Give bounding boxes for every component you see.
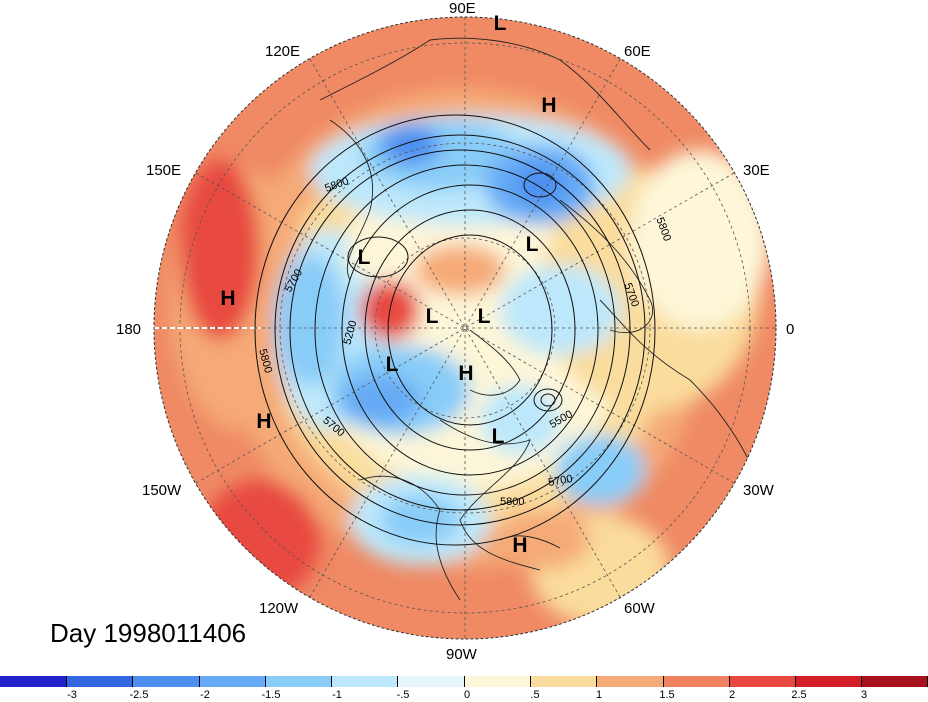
colorbar-tick-label: 1 <box>595 689 603 701</box>
longitude-label: 0 <box>786 321 794 338</box>
colorbar-tick-label: 3 <box>860 689 868 701</box>
colorbar-tick-label: -.5 <box>396 689 410 701</box>
colorbar-segment <box>332 676 398 687</box>
longitude-label: 90E <box>449 0 476 17</box>
colorbar-segment <box>398 676 465 687</box>
longitude-label-group: 90E 60E 30E 0 30W 60W 90W 120W 150W 180 … <box>116 0 794 663</box>
colorbar: -3 -2.5 -2 -1.5 -1 -.5 0 .5 1 1.5 2 2.5 … <box>0 676 928 702</box>
low-center-marker: L <box>492 425 505 448</box>
colorbar-segment <box>796 676 862 687</box>
colorbar-segment <box>730 676 796 687</box>
low-center-marker: L <box>478 305 491 328</box>
high-center-marker: H <box>541 94 556 117</box>
colorbar-segment <box>531 676 597 687</box>
longitude-label: 150E <box>146 162 181 179</box>
high-center-marker: H <box>220 287 235 310</box>
date-title: Day 1998011406 <box>50 618 247 648</box>
longitude-label: 30E <box>743 162 770 179</box>
longitude-label: 30W <box>743 482 775 499</box>
low-center-marker: L <box>426 305 439 328</box>
colorbar-tick-label: -1.5 <box>261 689 281 701</box>
low-center-marker: L <box>526 233 539 256</box>
colorbar-segment <box>465 676 531 687</box>
colorbar-segment <box>0 676 67 687</box>
longitude-label: 60W <box>624 600 656 617</box>
low-center-marker: L <box>358 246 371 269</box>
colorbar-tick-label: 1.5 <box>659 689 675 701</box>
contour-label: 5800 <box>500 496 524 508</box>
colorbar-tick-label: -1 <box>332 689 342 701</box>
colorbar-tick-label: .5 <box>530 689 540 701</box>
colorbar-segment <box>862 676 928 687</box>
colorbar-tick-label: 0 <box>463 689 471 701</box>
longitude-label: 90W <box>446 646 478 663</box>
colorbar-segment <box>67 676 133 687</box>
colorbar-tick-label: 2.5 <box>791 689 807 701</box>
colorbar-segment <box>597 676 664 687</box>
colorbar-segment <box>200 676 266 687</box>
high-center-marker: H <box>256 410 271 433</box>
colorbar-tick-label: -3 <box>67 689 77 701</box>
longitude-label: 60E <box>624 43 651 60</box>
colorbar-tick-label: -2.5 <box>129 689 149 701</box>
height-contours <box>254 114 656 546</box>
colorbar-segment <box>133 676 200 687</box>
high-center-marker: H <box>458 362 473 385</box>
contour-label: 5700 <box>547 473 573 489</box>
colorbar-segment <box>266 676 332 687</box>
colorbar-segment <box>664 676 730 687</box>
colorbar-tick-label: 2 <box>728 689 736 701</box>
longitude-label: 120W <box>259 600 299 617</box>
low-center-marker: L <box>494 12 507 35</box>
pressure-center-group: L H H L H L L L H L L H <box>220 12 556 557</box>
low-center-marker: L <box>386 353 399 376</box>
longitude-label: 180 <box>116 321 141 338</box>
longitude-label: 150W <box>142 482 182 499</box>
longitude-label: 120E <box>265 43 300 60</box>
colorbar-tick-label: -2 <box>200 689 210 701</box>
map-boundary <box>153 16 777 640</box>
high-center-marker: H <box>512 534 527 557</box>
